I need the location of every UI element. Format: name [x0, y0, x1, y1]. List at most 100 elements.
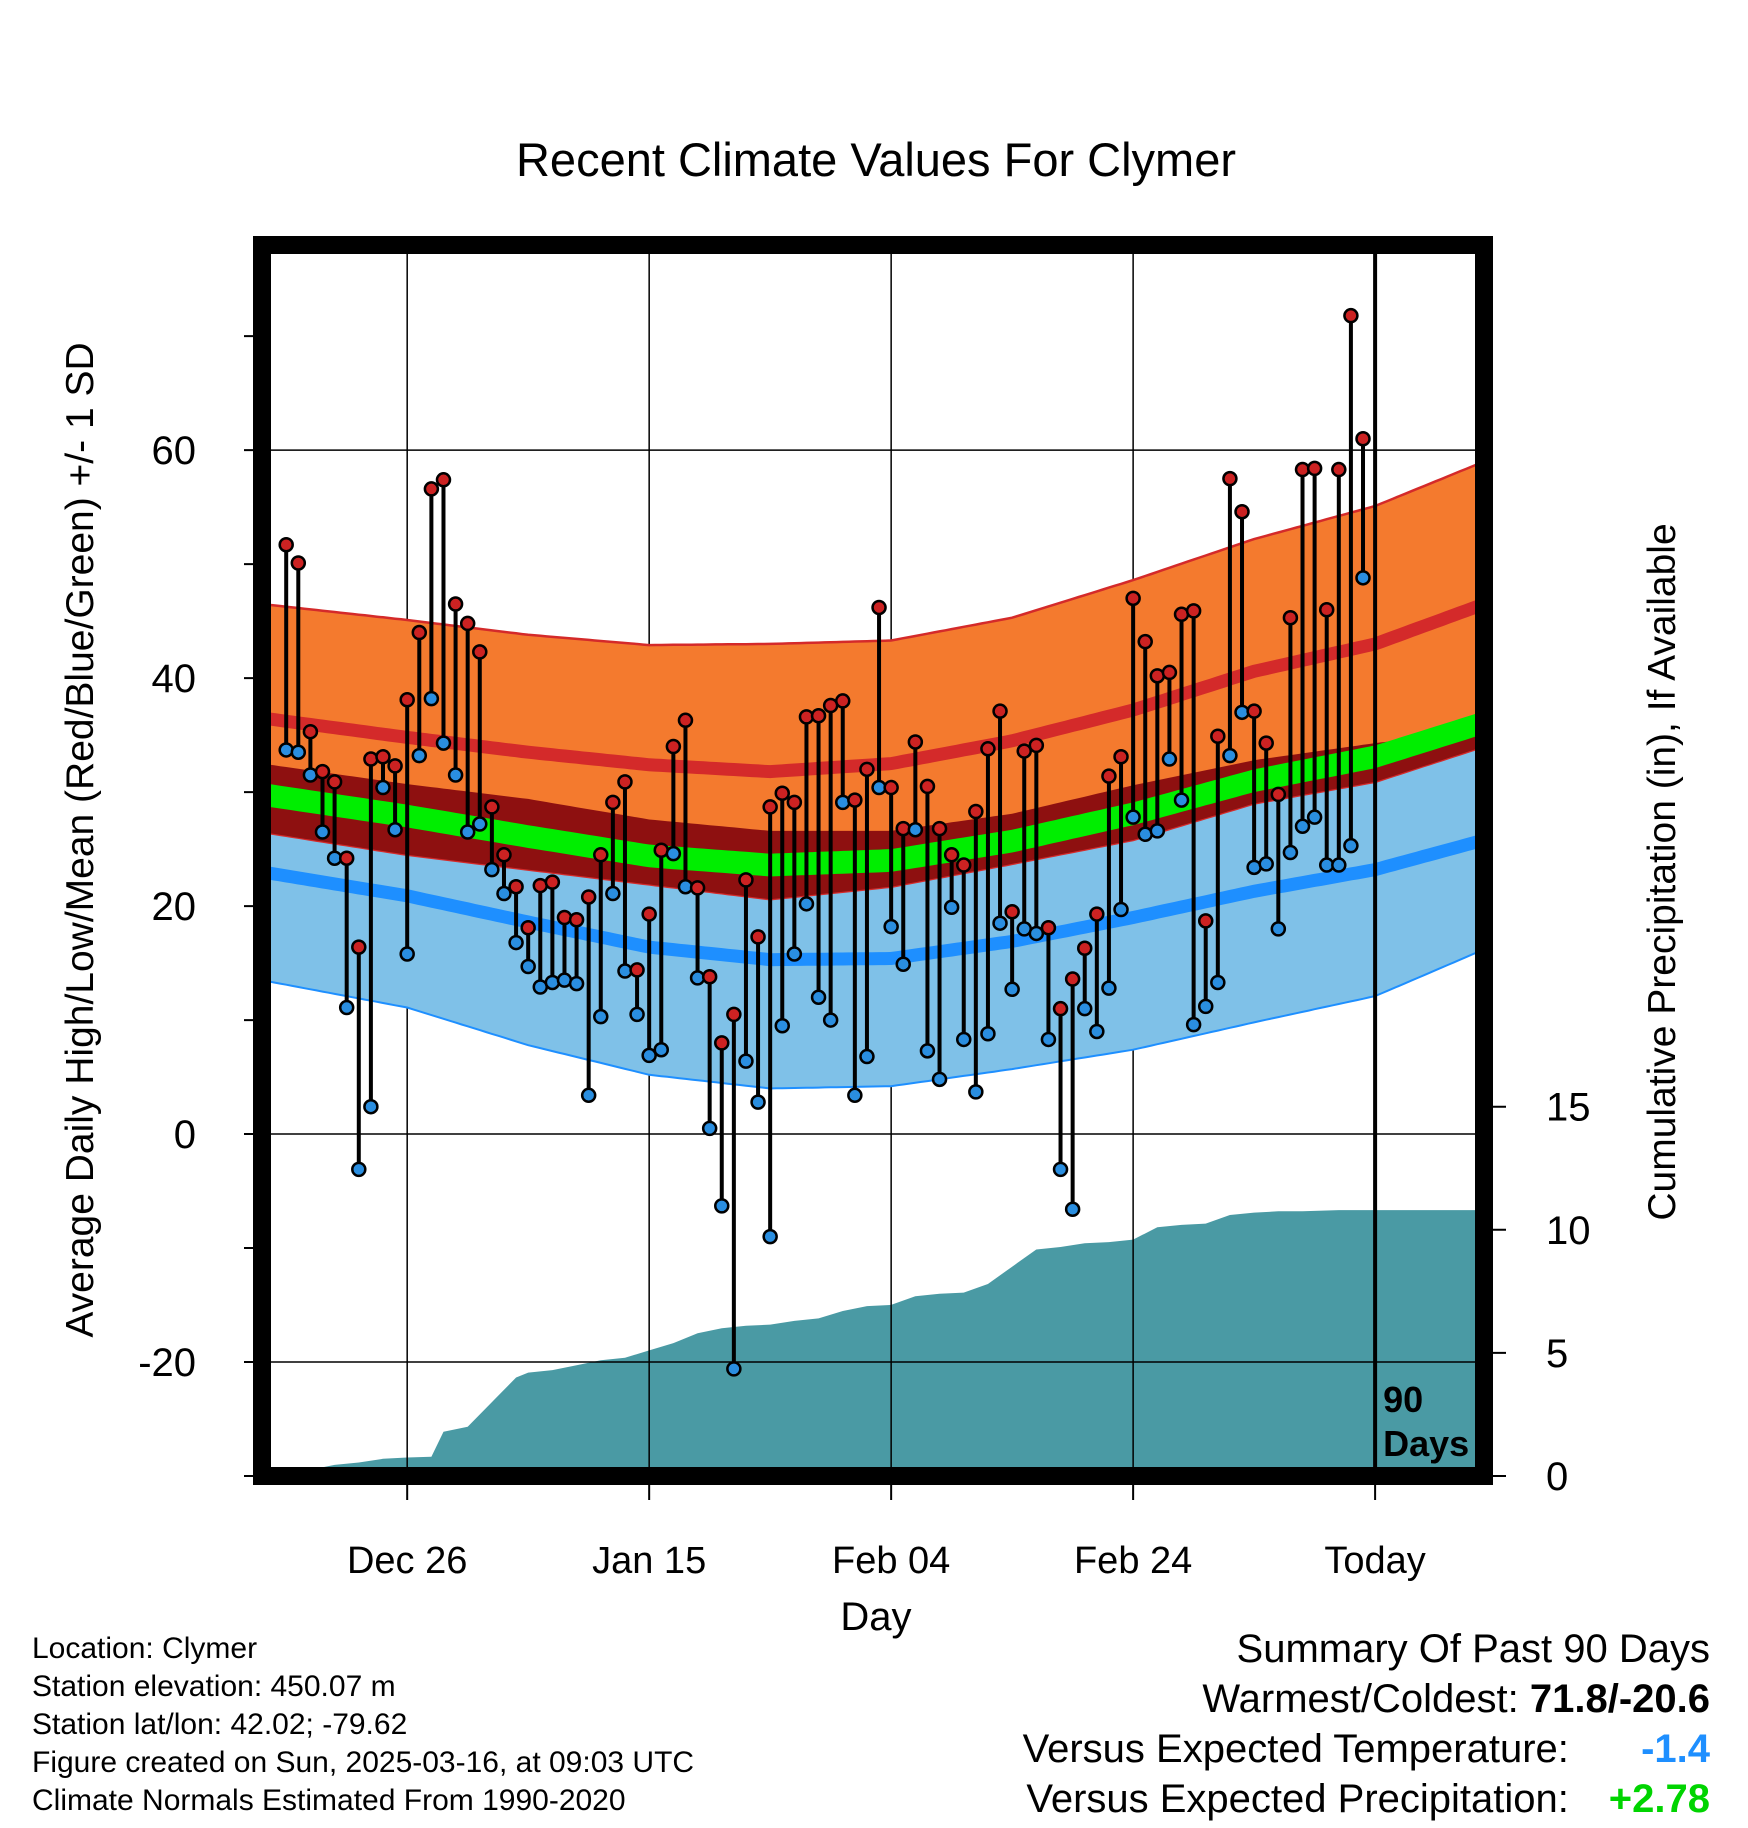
low-point	[1343, 837, 1359, 854]
high-point	[810, 707, 827, 724]
low-point	[955, 1031, 972, 1048]
high-point	[750, 929, 766, 945]
high-point	[399, 692, 415, 708]
low-point	[605, 885, 621, 902]
high-point	[726, 1006, 742, 1023]
summary-panel: Summary Of Past 90 Days Warmest/Coldest:…	[1023, 1624, 1710, 1824]
precip-value: +2.78	[1608, 1777, 1710, 1821]
low-point	[1125, 809, 1141, 825]
low-point	[1282, 844, 1299, 861]
low-point	[798, 896, 815, 912]
low-point	[338, 999, 355, 1016]
y-axis-label: Average Daily High/Low/Mean (Red/Blue/Gr…	[59, 342, 102, 1337]
low-point	[629, 1006, 645, 1023]
x-tick-label: Today	[1324, 1540, 1425, 1582]
low-point	[290, 744, 307, 760]
x-tick-label: Dec 26	[347, 1540, 467, 1582]
elevation-text: Station elevation: 450.07 m	[32, 1670, 396, 1703]
created-text: Figure created on Sun, 2025-03-16, at 09…	[32, 1746, 695, 1779]
low-point	[1210, 974, 1226, 991]
high-point	[1125, 590, 1141, 607]
high-point	[1343, 307, 1359, 324]
low-point	[447, 767, 464, 783]
low-point	[496, 885, 512, 902]
high-point	[351, 939, 367, 955]
high-point	[580, 889, 597, 905]
high-point	[955, 857, 972, 873]
low-point	[459, 824, 476, 840]
high-point	[508, 878, 524, 895]
high-point	[593, 847, 609, 863]
high-point	[472, 644, 488, 660]
y2-tick-label: 15	[1546, 1086, 1591, 1130]
low-point	[919, 1043, 936, 1059]
high-point	[1246, 703, 1262, 719]
precip-row: Versus Expected Precipitation: +2.78	[1023, 1774, 1710, 1824]
low-point	[435, 735, 452, 751]
x-tick-label: Feb 04	[832, 1540, 950, 1582]
y2-tick-label: 10	[1546, 1209, 1591, 1253]
high-point	[919, 778, 936, 795]
high-point	[992, 703, 1008, 719]
low-point	[1089, 1023, 1105, 1040]
high-point	[1016, 743, 1032, 759]
low-point	[375, 779, 391, 796]
days-marker-label: Days	[1383, 1423, 1469, 1464]
high-point	[314, 763, 331, 780]
low-point	[278, 742, 294, 758]
high-point	[1161, 664, 1178, 681]
low-point	[411, 747, 428, 764]
high-point	[447, 596, 464, 612]
low-point	[1052, 1161, 1069, 1178]
high-point	[629, 962, 645, 978]
high-point	[907, 734, 924, 750]
y-tick-label: 60	[152, 429, 197, 473]
high-point	[556, 909, 573, 926]
low-point	[1185, 1016, 1202, 1033]
temp-row: Versus Expected Temperature: -1.4	[1023, 1724, 1710, 1774]
high-point	[459, 615, 476, 632]
high-point	[665, 738, 682, 755]
high-point	[677, 712, 694, 729]
low-point	[1173, 792, 1190, 808]
warm-cold-row: Warmest/Coldest: 71.8/-20.6	[1023, 1674, 1710, 1724]
high-point	[701, 969, 718, 985]
high-point	[1076, 940, 1093, 957]
y-tick-label: -20	[138, 1341, 196, 1385]
high-point	[871, 599, 887, 616]
plot-frame	[253, 236, 1493, 1485]
x-tick-label: Feb 24	[1074, 1540, 1192, 1582]
overlap-band	[262, 730, 1484, 900]
high-point	[847, 792, 863, 808]
low-point	[1355, 570, 1371, 586]
precipitation-area	[262, 1210, 1484, 1476]
warm-cold-value: 71.8/-20.6	[1529, 1677, 1710, 1721]
x-tick-label: Jan 15	[592, 1540, 706, 1582]
temp-label: Versus Expected Temperature:	[1022, 1727, 1569, 1771]
low-point	[762, 1228, 778, 1245]
x-axis-label: Day	[840, 1595, 911, 1639]
high-point	[326, 774, 343, 790]
low-point	[931, 1071, 948, 1088]
low-point	[1101, 980, 1117, 996]
low-point	[399, 946, 415, 962]
low-point	[363, 1098, 379, 1115]
high-point	[1185, 603, 1202, 619]
low-point	[1222, 747, 1238, 764]
high-point	[568, 912, 585, 928]
low-point	[653, 1041, 670, 1058]
high-point	[1004, 904, 1020, 920]
high-point	[423, 481, 440, 497]
high-point	[689, 880, 706, 896]
low-point	[1331, 857, 1347, 873]
low-point	[810, 989, 827, 1006]
chart-title: Recent Climate Values For Clymer	[516, 133, 1236, 186]
low-point	[992, 915, 1008, 931]
high-point	[1101, 768, 1117, 784]
low-point	[859, 1048, 875, 1065]
high-point	[484, 799, 500, 815]
high-point	[1064, 971, 1081, 987]
low-point	[593, 1008, 609, 1025]
high-point	[931, 820, 948, 837]
mean-band	[262, 711, 1484, 877]
